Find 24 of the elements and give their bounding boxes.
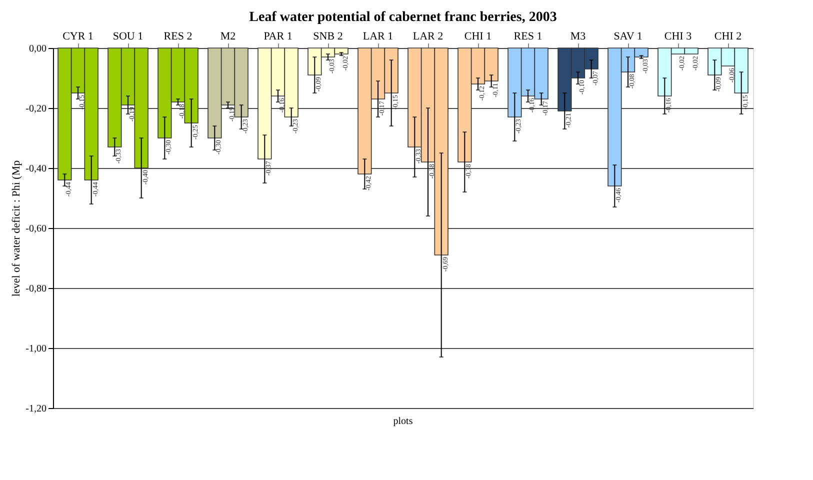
x-tick-label: RES 1 (514, 30, 542, 42)
y-axis-title: level of water deficit : Phi (Mp (10, 160, 23, 297)
y-tick-label: -0,20 (26, 104, 46, 114)
x-tick-label: PAR 1 (264, 30, 292, 42)
x-axis-title: plots (393, 416, 413, 427)
x-tick-label: CHI 2 (714, 30, 742, 42)
x-tick-label: SAV 1 (614, 30, 642, 42)
x-tick-label: SNB 2 (313, 30, 343, 42)
y-tick-label: 0,00 (29, 44, 46, 54)
y-tick-label: -0,80 (26, 284, 46, 294)
x-tick-label: CHI 1 (464, 30, 492, 42)
y-tick-label: -0,60 (26, 224, 46, 234)
chart-title: Leaf water potential of cabernet franc berries, 2003 (249, 10, 557, 25)
x-tick-label: CHI 3 (664, 30, 692, 42)
y-tick-label: -1,00 (26, 344, 46, 354)
x-tick-label: SOU 1 (112, 30, 144, 42)
x-tick-label: RES 2 (164, 30, 192, 42)
x-tick-label: M2 (220, 30, 236, 42)
x-tick-label: M3 (570, 30, 586, 42)
y-tick-label: -1,20 (26, 404, 46, 414)
x-tick-label: LAR 2 (412, 30, 444, 42)
x-tick-label: LAR 1 (362, 30, 394, 42)
x-tick-label: CYR 1 (62, 30, 94, 42)
y-tick-label: -0,40 (26, 164, 46, 174)
